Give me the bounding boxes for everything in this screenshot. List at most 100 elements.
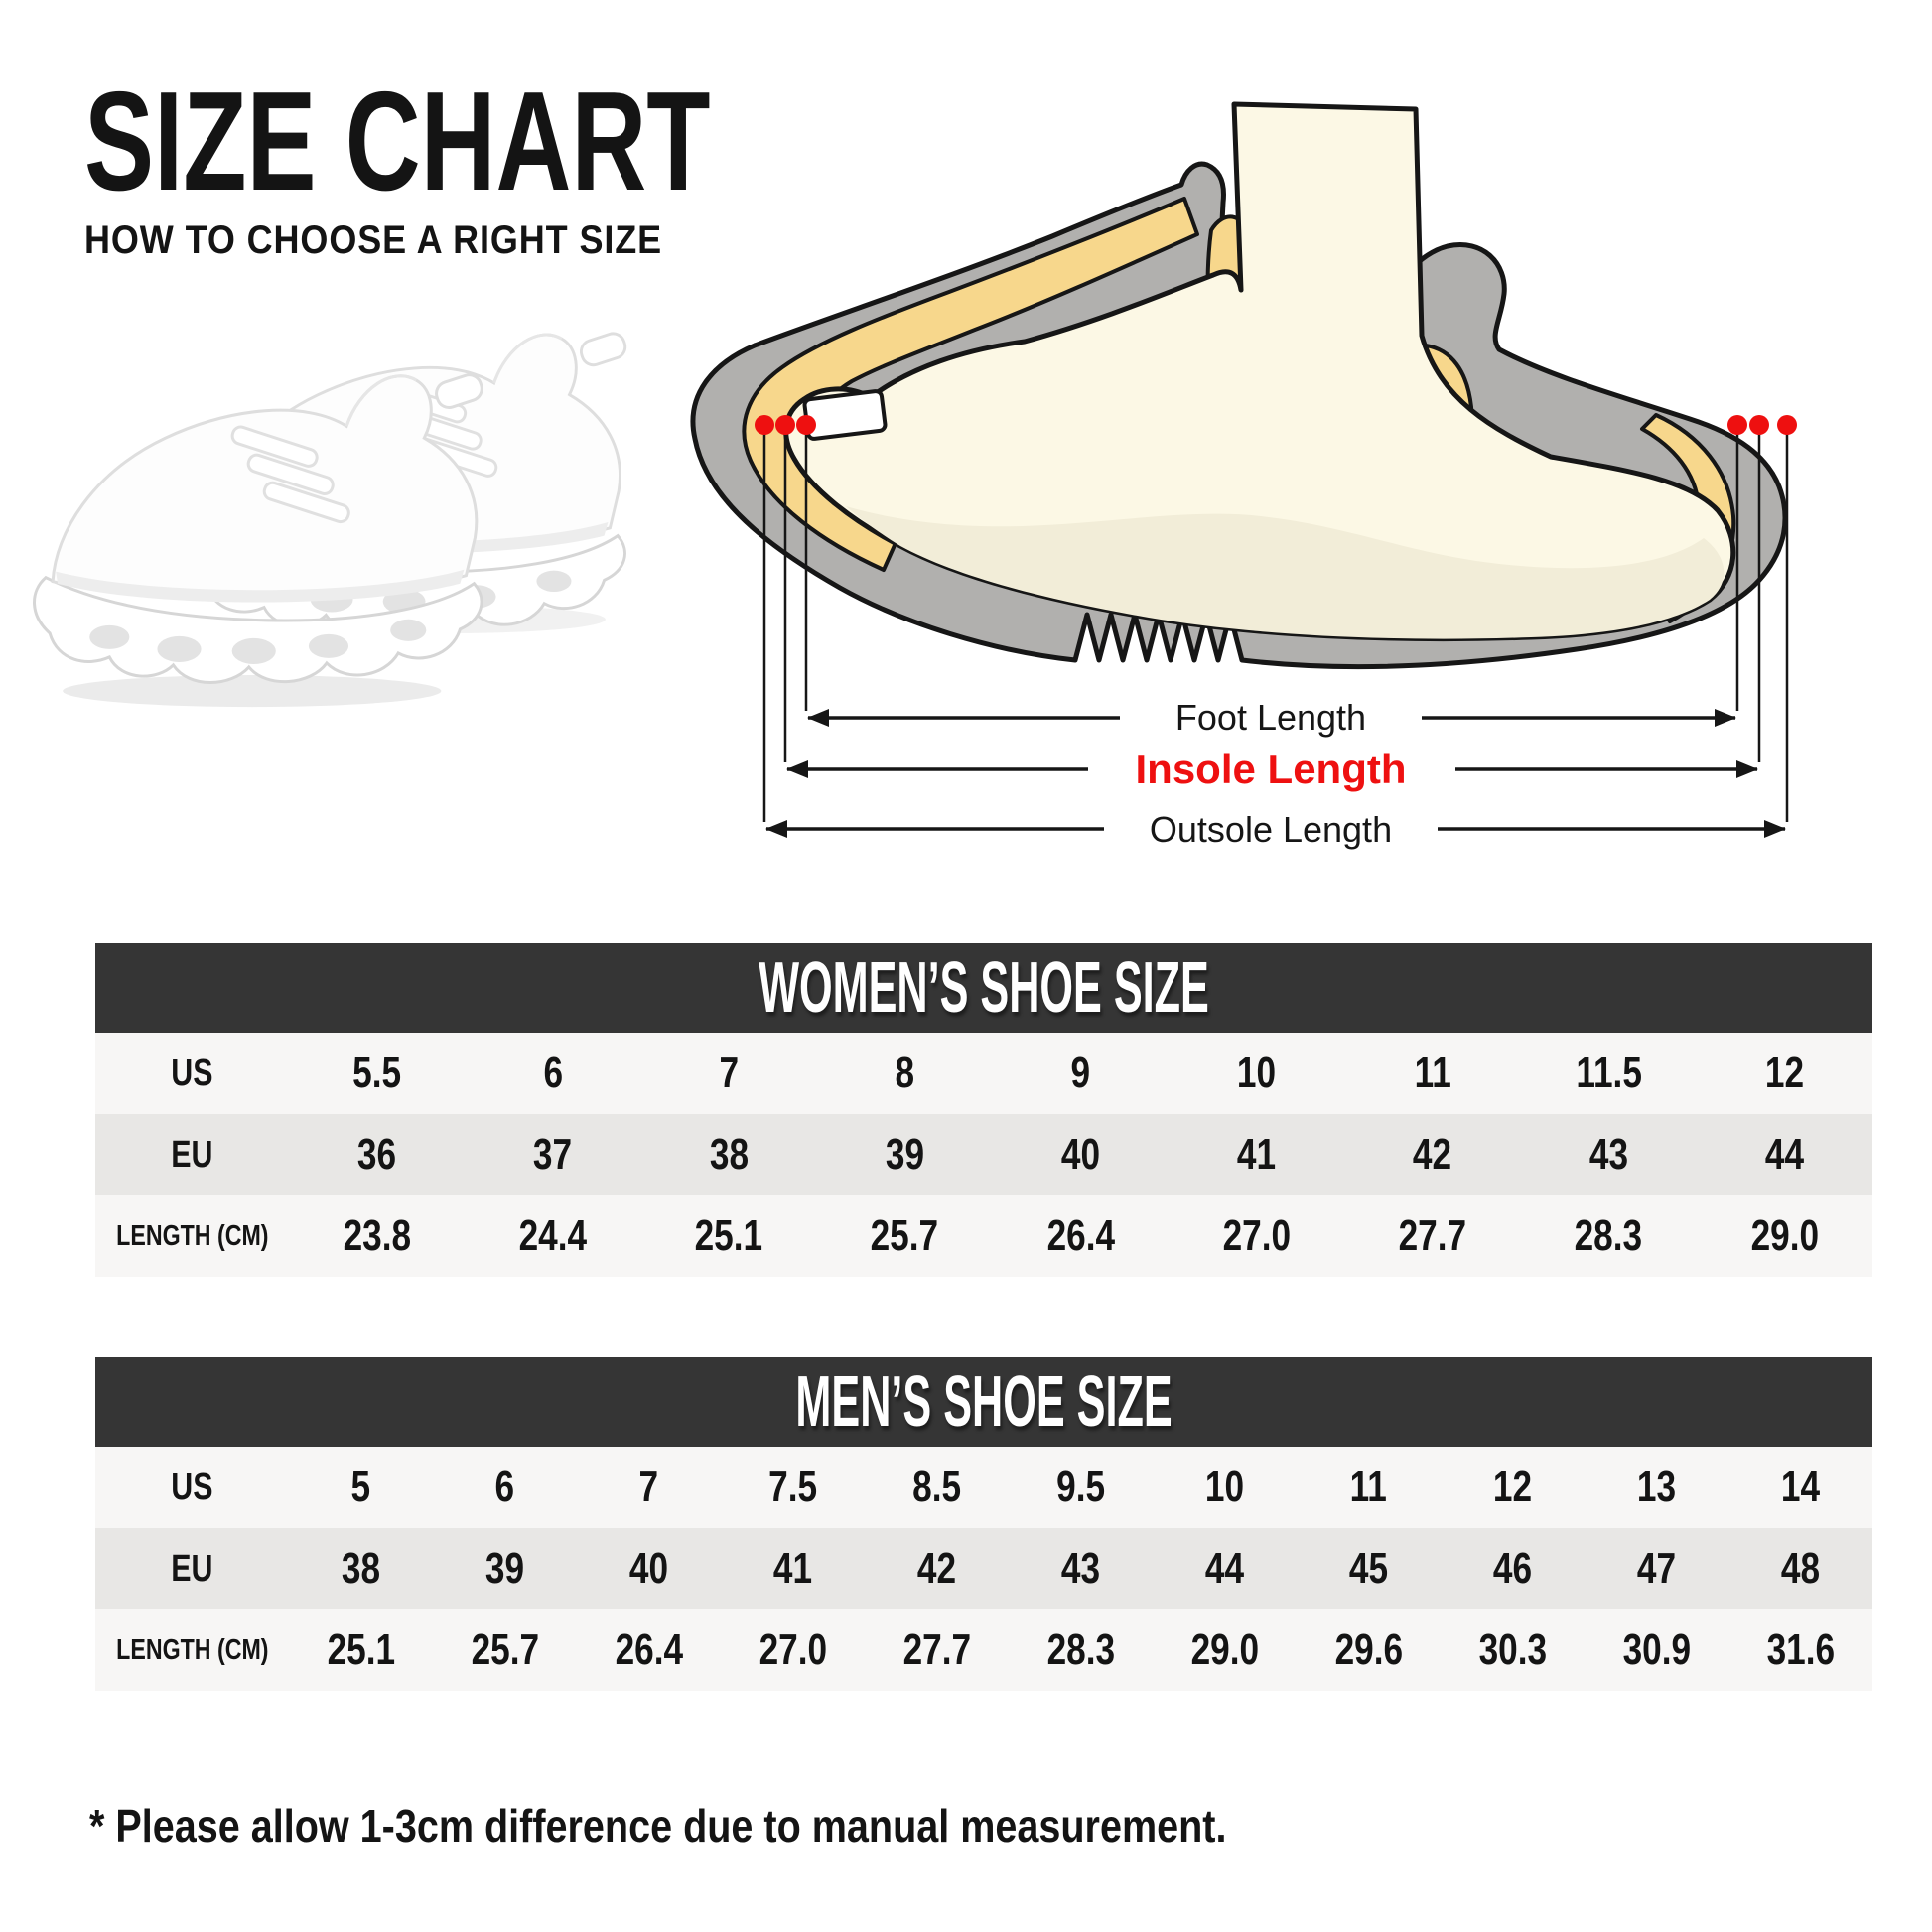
- size-cell: 25.7: [433, 1609, 577, 1691]
- size-value: 40: [628, 1544, 669, 1592]
- size-value: 6: [543, 1048, 563, 1097]
- size-cell: 39: [433, 1528, 577, 1609]
- size-value: 7: [638, 1462, 659, 1511]
- size-cell: 41: [1169, 1114, 1344, 1195]
- size-cell: 7: [640, 1033, 816, 1114]
- men-eu-row: EU 38 39 40 41 42 43 44 45 46 47 48: [95, 1528, 1872, 1609]
- foot-length-label: Foot Length: [1175, 697, 1366, 738]
- size-cell: 40: [577, 1528, 721, 1609]
- size-value: 5: [350, 1462, 371, 1511]
- size-value: 9.5: [1056, 1462, 1105, 1511]
- shoe-shadow: [63, 674, 442, 708]
- size-cell: 24.4: [465, 1195, 640, 1277]
- size-cell: 30.3: [1441, 1609, 1585, 1691]
- size-cell: 31.6: [1728, 1609, 1872, 1691]
- size-value: 29.0: [1750, 1211, 1819, 1260]
- size-cell: 11: [1297, 1447, 1441, 1528]
- row-label-cell: EU: [95, 1528, 289, 1609]
- size-value: 43: [1060, 1544, 1101, 1592]
- size-value: 12: [1764, 1048, 1804, 1097]
- size-cell: 11.5: [1521, 1033, 1697, 1114]
- size-cell: 7.5: [721, 1447, 865, 1528]
- row-label: US: [171, 1051, 213, 1094]
- row-label-cell: LENGTH (CM): [95, 1195, 289, 1277]
- size-cell: 6: [465, 1033, 640, 1114]
- men-size-table: MEN’S SHOE SIZE US 5 6 7 7.5 8.5 9.5 10 …: [95, 1357, 1872, 1691]
- size-cell: 5: [289, 1447, 433, 1528]
- size-value: 36: [357, 1130, 397, 1178]
- size-cell: 9.5: [1009, 1447, 1153, 1528]
- size-value: 10: [1237, 1048, 1277, 1097]
- women-size-table: WOMEN’S SHOE SIZE US 5.5 6 7 8 9 10 11 1…: [95, 943, 1872, 1277]
- size-cell: 14: [1728, 1447, 1872, 1528]
- size-cell: 27.7: [1344, 1195, 1520, 1277]
- size-cell: 45: [1297, 1528, 1441, 1609]
- size-cell: 23.8: [289, 1195, 465, 1277]
- size-cell: 6: [433, 1447, 577, 1528]
- size-cell: 7: [577, 1447, 721, 1528]
- size-value: 5.5: [352, 1048, 402, 1097]
- size-cell: 27.0: [1169, 1195, 1344, 1277]
- size-value: 45: [1348, 1544, 1389, 1592]
- row-label-cell: EU: [95, 1114, 289, 1195]
- size-value: 13: [1636, 1462, 1677, 1511]
- size-cell: 13: [1585, 1447, 1728, 1528]
- men-us-row: US 5 6 7 7.5 8.5 9.5 10 11 12 13 14: [95, 1447, 1872, 1528]
- size-cell: 12: [1441, 1447, 1585, 1528]
- row-label-cell: LENGTH (CM): [95, 1609, 289, 1691]
- size-value: 23.8: [343, 1211, 411, 1260]
- row-label-cell: US: [95, 1033, 289, 1114]
- size-value: 27.7: [1398, 1211, 1467, 1260]
- size-cell: 46: [1441, 1528, 1585, 1609]
- size-cell: 5.5: [289, 1033, 465, 1114]
- size-cell: 25.1: [640, 1195, 816, 1277]
- size-value: 24.4: [518, 1211, 588, 1260]
- title-block: SIZE CHART HOW TO CHOOSE A RIGHT SIZE: [84, 71, 930, 263]
- size-value: 25.7: [871, 1211, 939, 1260]
- size-value: 39: [484, 1544, 525, 1592]
- size-value: 6: [494, 1462, 515, 1511]
- size-value: 29.0: [1190, 1625, 1259, 1674]
- row-label: EU: [171, 1547, 213, 1589]
- size-value: 7.5: [768, 1462, 817, 1511]
- size-cell: 42: [1344, 1114, 1520, 1195]
- size-cell: 27.0: [721, 1609, 865, 1691]
- size-value: 11: [1414, 1048, 1451, 1097]
- size-cell: 40: [993, 1114, 1169, 1195]
- size-value: 40: [1060, 1130, 1101, 1178]
- size-cell: 9: [993, 1033, 1169, 1114]
- size-value: 25.1: [327, 1625, 395, 1674]
- toe-marker-dot: [755, 415, 774, 435]
- size-cell: 47: [1585, 1528, 1728, 1609]
- toenail: [802, 389, 888, 441]
- women-us-row: US 5.5 6 7 8 9 10 11 11.5 12: [95, 1033, 1872, 1114]
- women-eu-row: EU 36 37 38 39 40 41 42 43 44: [95, 1114, 1872, 1195]
- row-label-cell: US: [95, 1447, 289, 1528]
- size-value: 26.4: [1046, 1211, 1115, 1260]
- size-value: 30.9: [1622, 1625, 1691, 1674]
- size-value: 7: [719, 1048, 739, 1097]
- heel-marker-dot: [1727, 415, 1747, 435]
- heel-marker-dot: [1777, 415, 1797, 435]
- men-table-title: MEN’S SHOE SIZE: [795, 1362, 1173, 1442]
- size-value: 39: [885, 1130, 924, 1178]
- size-value: 8: [895, 1048, 915, 1097]
- size-value: 42: [916, 1544, 957, 1592]
- foot-measurement-diagram: Foot Length Insole Length Outsole Length: [690, 101, 1797, 850]
- size-value: 38: [341, 1544, 381, 1592]
- size-cell: 37: [465, 1114, 640, 1195]
- size-cell: 25.7: [817, 1195, 993, 1277]
- size-value: 25.1: [694, 1211, 763, 1260]
- size-value: 28.3: [1046, 1625, 1115, 1674]
- size-value: 44: [1204, 1544, 1245, 1592]
- size-cell: 8.5: [865, 1447, 1009, 1528]
- size-value: 14: [1780, 1462, 1821, 1511]
- size-cell: 48: [1728, 1528, 1872, 1609]
- size-cell: 30.9: [1585, 1609, 1728, 1691]
- size-cell: 8: [817, 1033, 993, 1114]
- size-cell: 28.3: [1009, 1609, 1153, 1691]
- size-value: 31.6: [1766, 1625, 1835, 1674]
- size-cell: 26.4: [993, 1195, 1169, 1277]
- size-cell: 43: [1521, 1114, 1697, 1195]
